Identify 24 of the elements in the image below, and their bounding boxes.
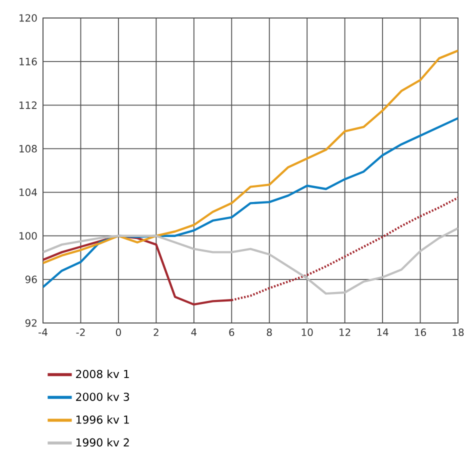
- x-tick-label: 18: [452, 328, 464, 336]
- y-tick-label: 100: [20, 232, 37, 240]
- y-tick-label: 96: [25, 276, 37, 284]
- x-tick-label: 2: [154, 328, 158, 336]
- y-tick-label: 112: [20, 101, 36, 109]
- y-tick-label: 108: [20, 144, 37, 152]
- legend-label: 1990 kv 2: [76, 438, 129, 447]
- x-tick-label: 8: [266, 328, 272, 336]
- legend-label: 2000 kv 3: [76, 392, 130, 401]
- x-tick-label: -2: [76, 328, 85, 336]
- y-tick-label: 120: [20, 14, 37, 22]
- y-tick-label: 104: [20, 188, 37, 196]
- x-tick-label: 12: [340, 328, 350, 336]
- x-tick-label: 6: [229, 328, 234, 336]
- y-tick-label: 116: [20, 58, 37, 66]
- x-tick-label: 14: [377, 328, 388, 336]
- x-tick-label: -4: [38, 328, 48, 336]
- x-tick-label: 10: [302, 328, 313, 336]
- legend-label: 1996 kv 1: [76, 415, 129, 424]
- x-tick-label: 4: [191, 328, 197, 336]
- y-tick-label: 92: [25, 319, 36, 327]
- x-tick-label: 0: [116, 328, 121, 336]
- x-tick-label: 16: [415, 328, 426, 336]
- legend-label: 2008 kv 1: [76, 370, 129, 378]
